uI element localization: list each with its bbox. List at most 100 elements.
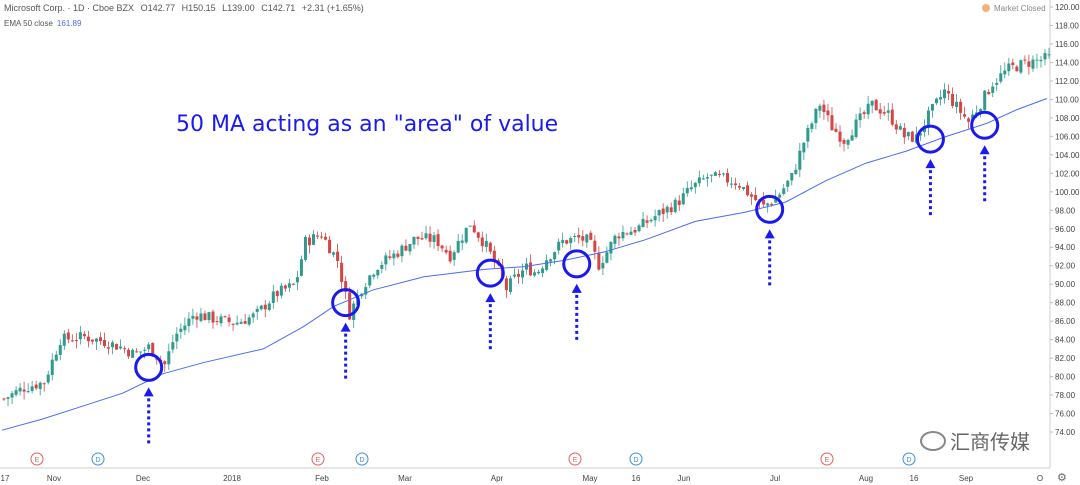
event-marker-d[interactable]: [629, 452, 643, 466]
symbol-title[interactable]: Microsoft Corp. · 1D · Cboe BZX: [4, 3, 135, 13]
candle-body: [701, 178, 705, 180]
candle-body: [364, 287, 368, 295]
candle-body: [50, 359, 54, 376]
y-tick-label: 86.00: [1055, 317, 1076, 326]
candle-body: [963, 114, 967, 117]
candle-body: [175, 333, 179, 342]
event-marker-d[interactable]: [91, 452, 105, 466]
event-marker-e[interactable]: [568, 452, 582, 466]
candle-body: [424, 233, 428, 239]
candle-body: [452, 252, 456, 260]
y-tick-label: 102.00: [1055, 169, 1080, 178]
candle-body: [6, 397, 10, 399]
candle-body: [693, 182, 697, 188]
candle-body: [311, 234, 315, 245]
candle-body: [967, 118, 971, 122]
candle-body: [854, 119, 858, 138]
candle-body: [267, 303, 271, 310]
candle-body: [131, 349, 135, 358]
candle-body: [649, 219, 653, 222]
candle-body: [822, 104, 826, 112]
highlight-circle: [915, 124, 945, 154]
candle-body: [235, 322, 239, 325]
candle-body: [263, 304, 267, 310]
candle-body: [738, 186, 742, 188]
candle-body: [553, 252, 557, 260]
y-tick-label: 120.00: [1055, 3, 1080, 12]
candle-body: [436, 234, 440, 247]
candle-body: [98, 337, 102, 342]
candle-body: [14, 390, 18, 395]
candle-body: [786, 180, 790, 187]
candle-body: [806, 127, 810, 142]
y-tick-label: 112.00: [1055, 77, 1079, 86]
candle-body: [440, 245, 444, 249]
highlight-circle: [475, 258, 505, 288]
wechat-icon: [920, 431, 946, 451]
candle-body: [94, 338, 98, 342]
candle-body: [661, 208, 665, 214]
event-marker-d[interactable]: [355, 452, 369, 466]
arrow-head: [485, 293, 496, 303]
candle-body: [778, 194, 782, 198]
candle-body: [123, 348, 127, 350]
candle-body: [882, 112, 886, 114]
highlight-circle: [331, 288, 361, 318]
market-status-label: Market Closed: [994, 4, 1046, 13]
candle-body: [902, 127, 906, 138]
candle-body: [633, 229, 637, 233]
candle-body: [396, 253, 400, 257]
candle-body: [115, 344, 119, 350]
candle-body: [979, 109, 983, 114]
settings-gear-icon[interactable]: ⚙: [1057, 472, 1067, 484]
candle-body: [609, 242, 613, 254]
y-tick-label: 118.00: [1055, 21, 1079, 30]
candle-body: [677, 200, 681, 206]
candle-body: [259, 305, 263, 310]
candle-body: [30, 386, 34, 391]
candle-body: [86, 336, 90, 342]
change-value: +2.31 (+1.65%): [301, 3, 364, 13]
candle-body: [78, 332, 82, 340]
candle-body: [295, 277, 299, 283]
event-marker-e[interactable]: [311, 452, 325, 466]
candle-body: [368, 275, 372, 286]
candle-body: [66, 332, 70, 340]
candle-body: [669, 207, 673, 213]
candle-body: [569, 237, 573, 244]
event-marker-e[interactable]: [30, 452, 44, 466]
x-tick-label: 17: [1, 474, 10, 483]
watermark: 汇商传媒: [920, 426, 1030, 455]
candle-body: [705, 177, 709, 179]
candle-body: [102, 339, 106, 346]
candle-body: [999, 73, 1003, 82]
candle-body: [46, 374, 50, 383]
y-tick-label: 76.00: [1055, 410, 1076, 419]
candle-body: [332, 252, 336, 255]
candle-body: [472, 225, 476, 233]
candle-body: [766, 203, 770, 206]
candle-body: [657, 210, 661, 216]
symbol-header[interactable]: Microsoft Corp. · 1D · Cboe BZX O142.77 …: [4, 3, 368, 13]
candle-body: [62, 333, 66, 346]
candle-body: [886, 110, 890, 113]
candle-body: [420, 238, 424, 240]
candle-body: [316, 235, 320, 237]
candle-body: [585, 234, 589, 243]
candle-body: [203, 313, 207, 321]
event-marker-d[interactable]: [902, 452, 916, 466]
candle-body: [565, 240, 569, 244]
candle-body: [287, 283, 291, 288]
arrow-head: [340, 322, 351, 332]
y-tick-label: 82.00: [1055, 354, 1076, 363]
candle-body: [1035, 59, 1039, 61]
open-value: O142.77: [140, 3, 176, 13]
candle-body: [1007, 63, 1011, 72]
event-marker-e[interactable]: [820, 452, 834, 466]
y-tick-label: 78.00: [1055, 391, 1076, 400]
candle-body: [770, 203, 774, 205]
indicator-legend[interactable]: EMA 50 close 161.89: [4, 19, 81, 28]
candle-body: [504, 278, 508, 291]
candle-body: [681, 193, 685, 205]
